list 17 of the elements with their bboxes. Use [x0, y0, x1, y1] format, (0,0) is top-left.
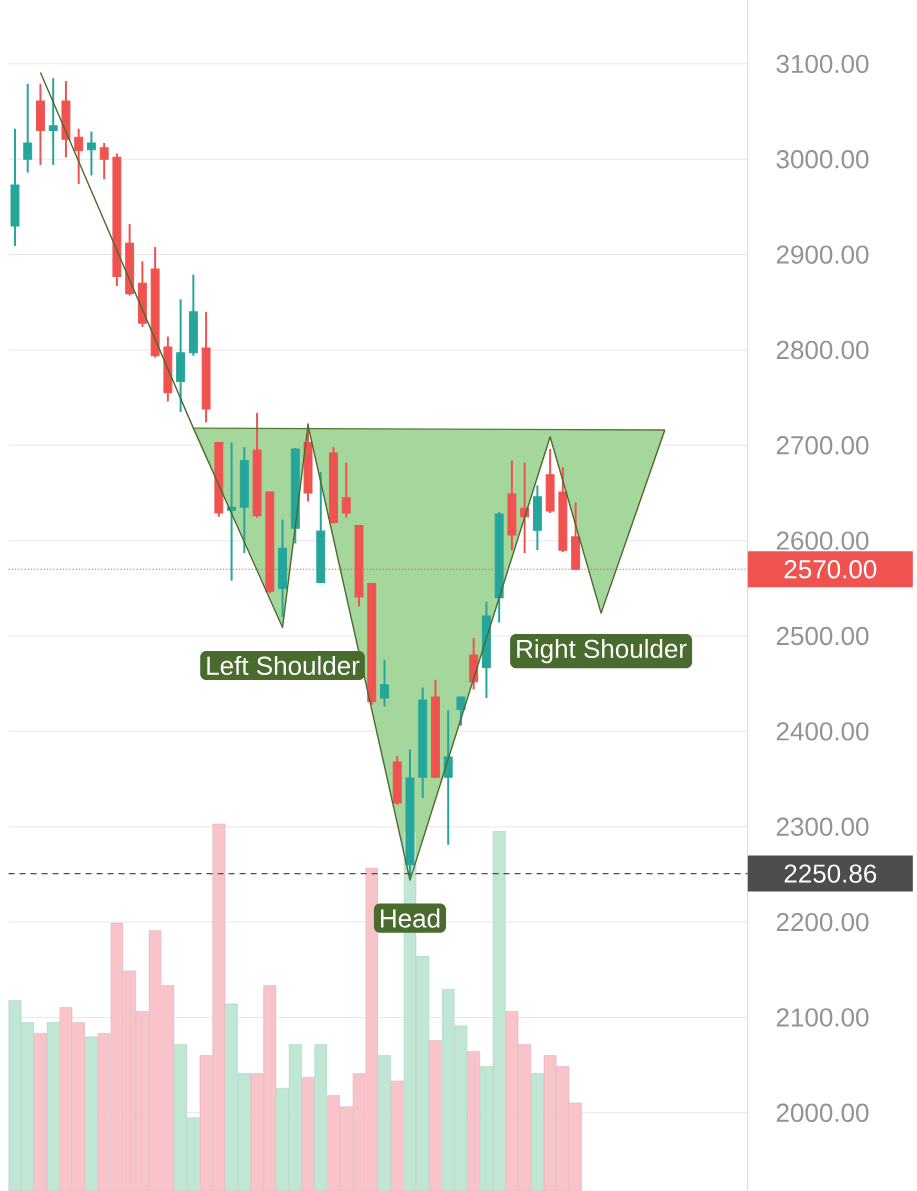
y-tick-label: 2200.00: [776, 912, 869, 932]
y-tick-label: 2100.00: [776, 1008, 869, 1027]
annotation: Head: [381, 908, 440, 928]
y-tick-label: 2800.00: [776, 340, 869, 360]
annotation: Left Shoulder: [207, 655, 360, 675]
annotation: Right Shoulder: [517, 639, 687, 664]
y-tick-label: 3000.00: [776, 150, 869, 169]
y-tick-label: 2400.00: [776, 722, 869, 741]
y-tick-label: 3100.00: [776, 54, 869, 74]
y-tick-label: 2700.00: [776, 436, 869, 455]
ref-line-label: 2250.86: [784, 864, 877, 883]
ref-line-label: 2570.00: [784, 560, 877, 579]
y-tick-label: 2300.00: [776, 817, 869, 836]
y-tick-label: 2900.00: [776, 245, 869, 264]
y-tick-label: 2600.00: [776, 531, 869, 550]
y-tick-label: 2500.00: [776, 626, 869, 646]
y-tick-label: 2000.00: [776, 1103, 869, 1122]
